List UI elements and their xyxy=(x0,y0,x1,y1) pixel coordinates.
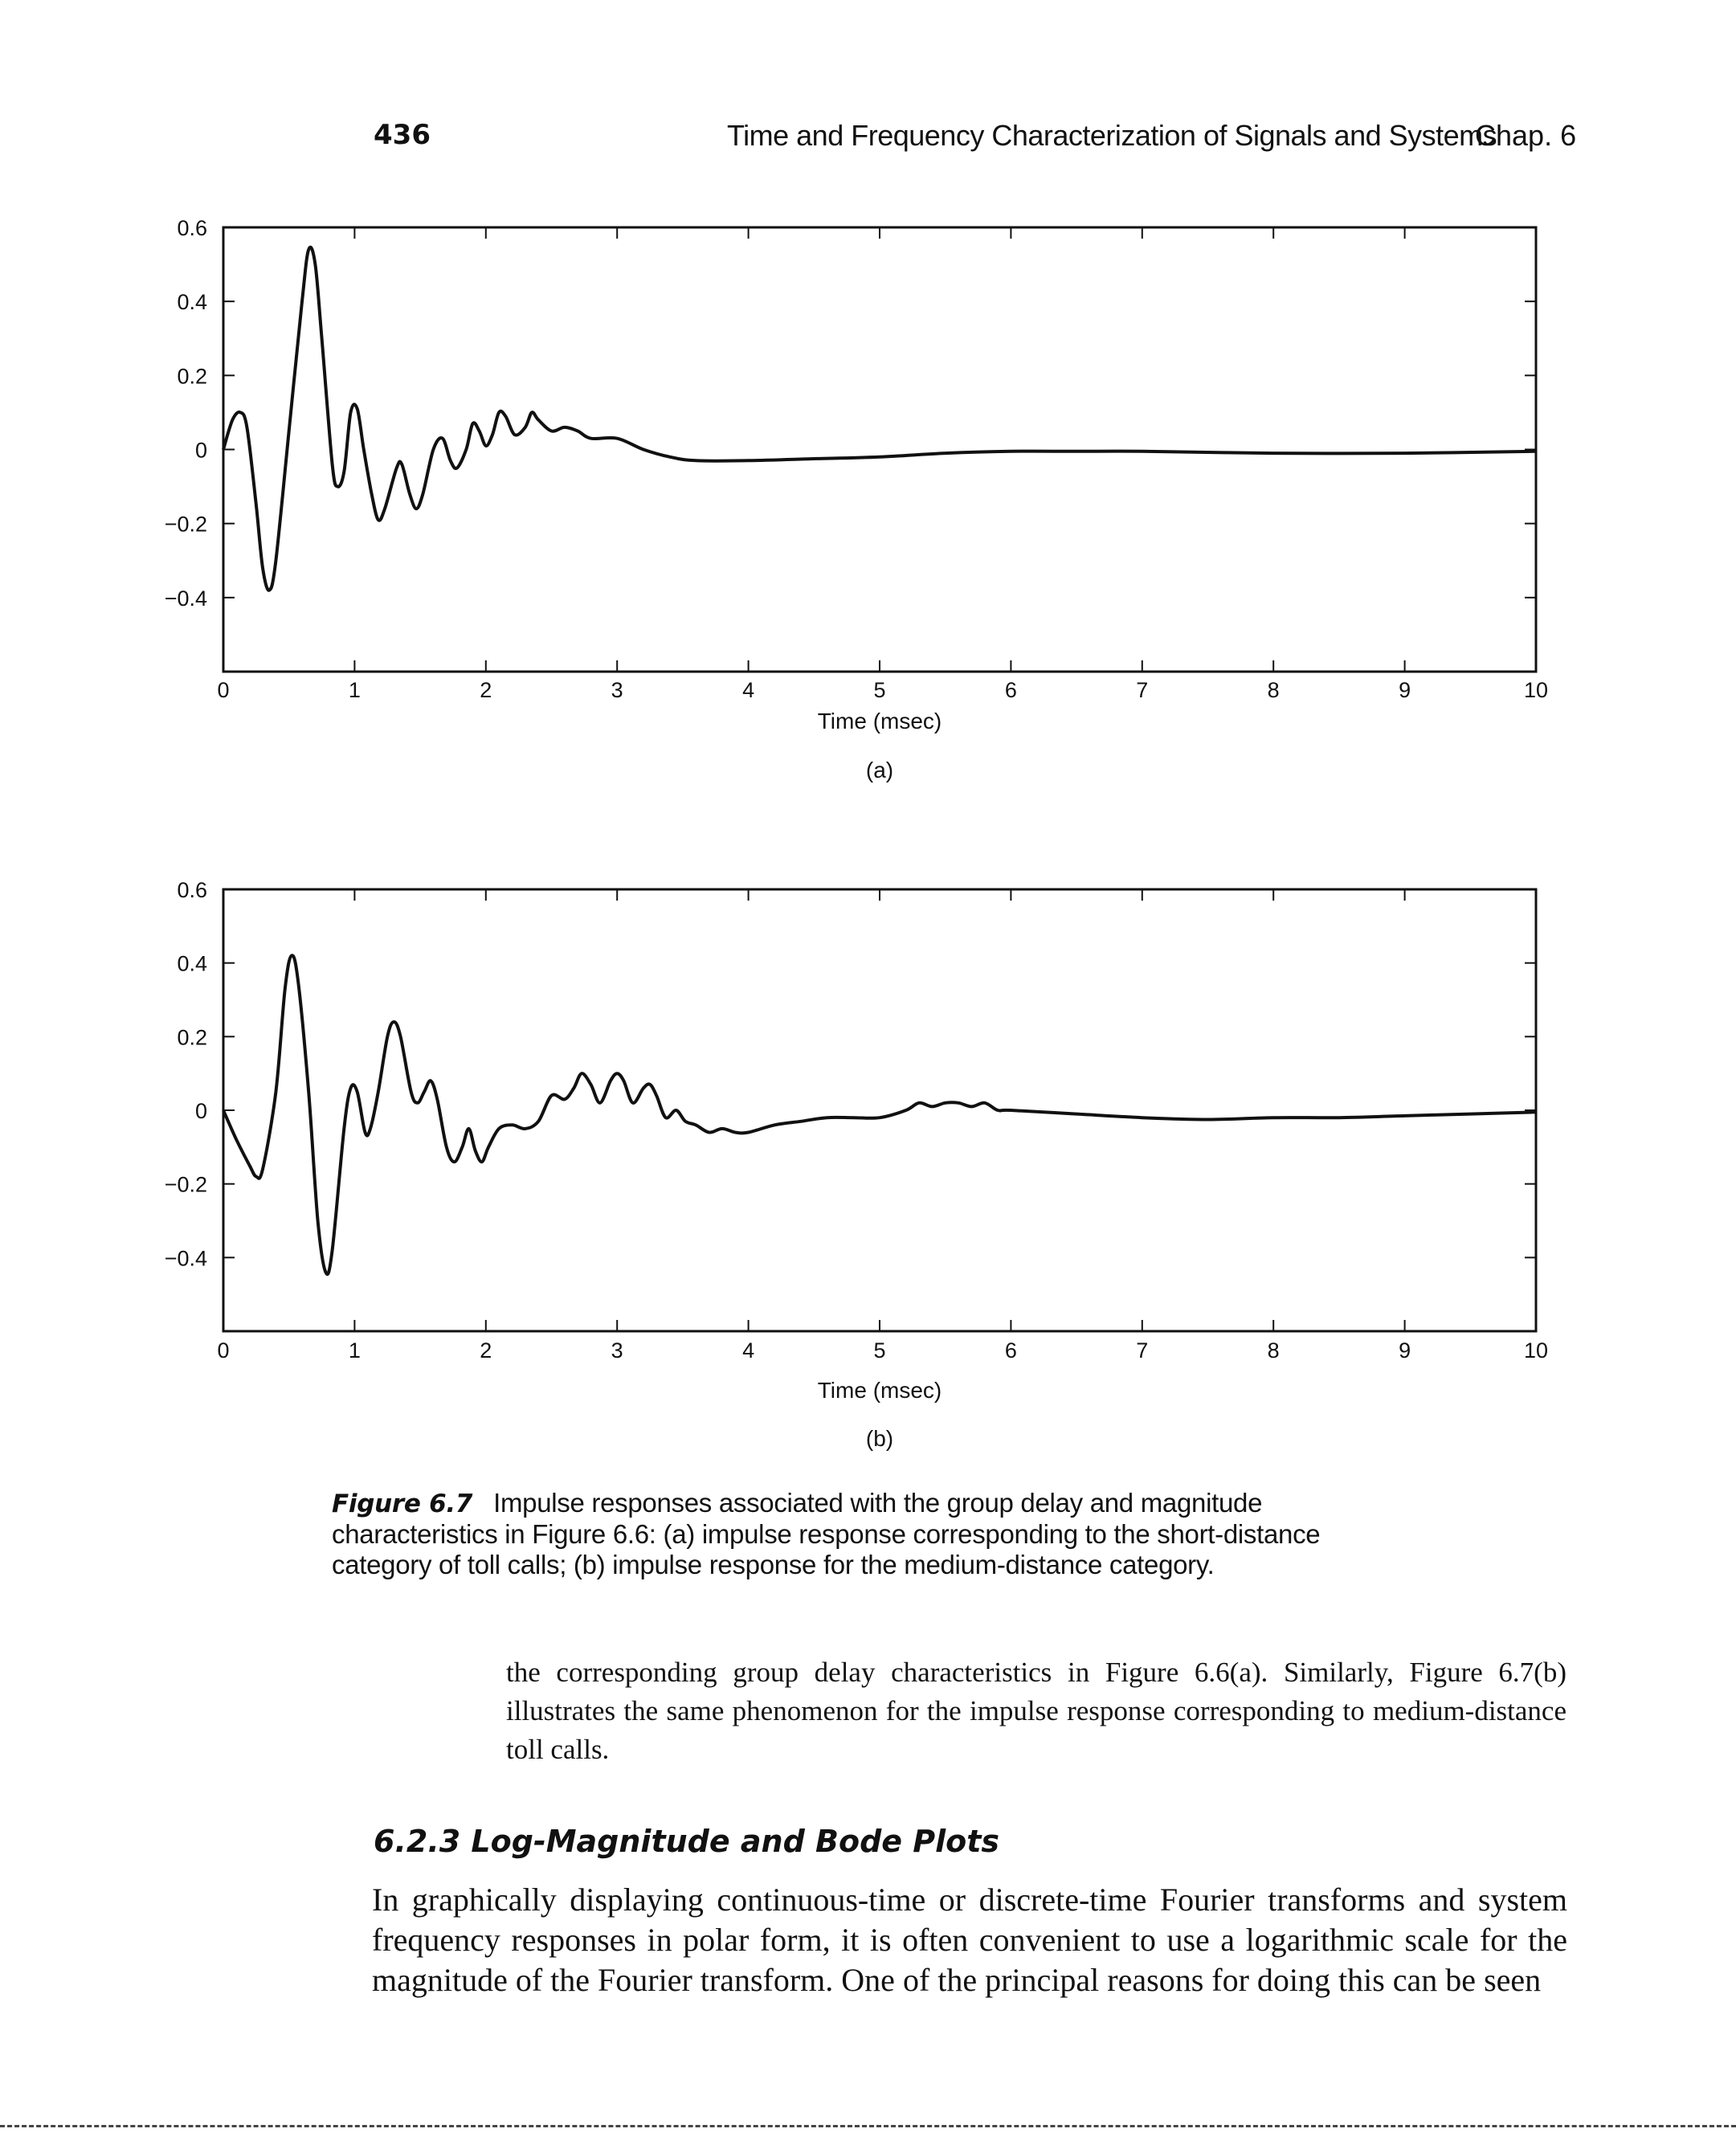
y-tick-label: 0.6 xyxy=(177,216,207,240)
x-axis-label: Time (msec) xyxy=(818,709,942,733)
plot-frame xyxy=(222,226,1538,673)
x-tick-label: 0 xyxy=(217,678,229,702)
y-tick-label: −0.2 xyxy=(165,513,207,537)
x-tick-label: 1 xyxy=(349,678,361,702)
chapter-label: Chap. 6 xyxy=(1475,119,1577,152)
x-tick-label: 3 xyxy=(611,1338,623,1363)
x-tick-label: 8 xyxy=(1268,1338,1280,1363)
x-tick-label: 7 xyxy=(1136,1338,1148,1363)
x-tick-label: 1 xyxy=(349,1338,361,1363)
figure-caption: Figure 6.7 Impulse responses associated w… xyxy=(332,1488,1392,1580)
caption-text: Impulse responses associated with the gr… xyxy=(332,1488,1321,1579)
x-tick-label: 4 xyxy=(742,1338,754,1363)
x-tick-label: 4 xyxy=(742,678,754,702)
y-tick-label: 0.4 xyxy=(177,290,207,314)
x-tick-label: 10 xyxy=(1524,1338,1548,1363)
page-number: 436 xyxy=(374,119,431,151)
impulse-response-line xyxy=(222,954,1537,1277)
y-tick-label: 0.2 xyxy=(177,1025,207,1049)
x-tick-label: 2 xyxy=(480,1338,492,1363)
page-edge-rule xyxy=(0,2125,1736,2127)
y-tick-label: −0.4 xyxy=(165,586,207,611)
y-tick-label: 0 xyxy=(195,1099,207,1123)
panel-label: (b) xyxy=(866,1426,893,1451)
x-tick-label: 10 xyxy=(1524,678,1548,702)
impulse-response-line xyxy=(222,245,1537,592)
caption-label: Figure 6.7 xyxy=(332,1489,473,1518)
y-tick-label: 0 xyxy=(195,439,207,463)
x-tick-label: 9 xyxy=(1399,678,1411,702)
y-tick-label: 0.4 xyxy=(177,952,207,976)
x-tick-label: 5 xyxy=(873,1338,885,1363)
panel-label: (a) xyxy=(866,758,893,782)
x-tick-label: 6 xyxy=(1005,678,1017,702)
x-tick-label: 2 xyxy=(480,678,492,702)
body-paragraph: the corresponding group delay characteri… xyxy=(506,1657,1566,1765)
x-tick-label: 7 xyxy=(1136,678,1148,702)
body-paragraph: In graphically displaying continuous-tim… xyxy=(372,1882,1567,1998)
y-tick-label: −0.4 xyxy=(165,1246,207,1270)
x-tick-label: 5 xyxy=(873,678,885,702)
x-tick-label: 3 xyxy=(611,678,623,702)
x-tick-label: 8 xyxy=(1268,678,1280,702)
x-tick-label: 6 xyxy=(1005,1338,1017,1363)
x-axis-label: Time (msec) xyxy=(818,1378,942,1403)
y-tick-label: 0.6 xyxy=(177,878,207,902)
x-tick-label: 9 xyxy=(1399,1338,1411,1363)
y-tick-label: 0.2 xyxy=(177,364,207,388)
running-title: Time and Frequency Characterization of S… xyxy=(727,119,1497,152)
section-heading: 6.2.3 Log-Magnitude and Bode Plots xyxy=(374,1824,1000,1859)
x-tick-label: 0 xyxy=(217,1338,229,1363)
y-tick-label: −0.2 xyxy=(165,1173,207,1197)
plot-frame xyxy=(222,888,1538,1333)
